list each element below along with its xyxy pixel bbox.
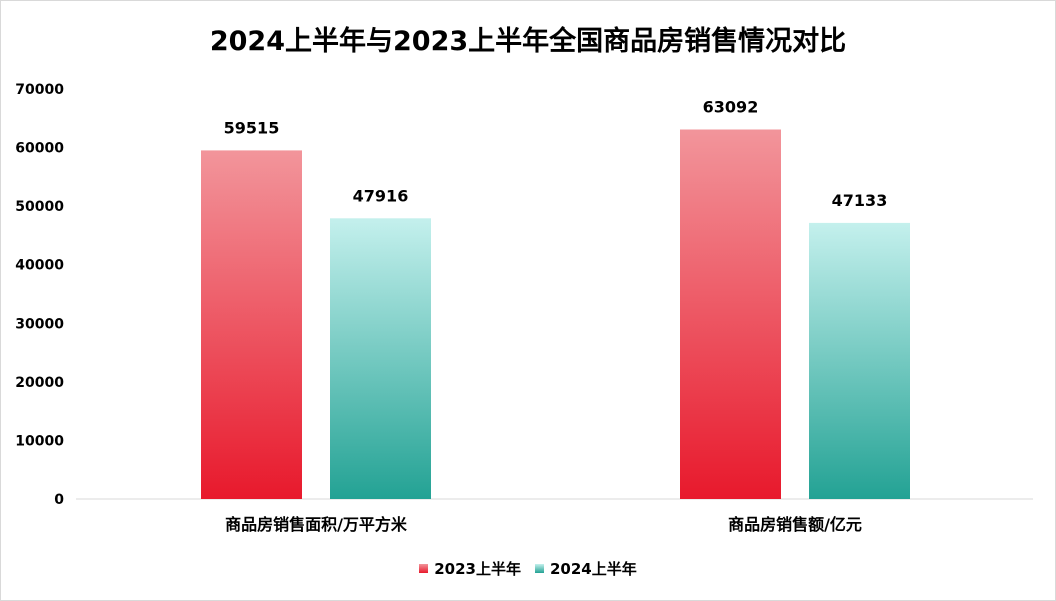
legend: 2023上半年 2024上半年 bbox=[1, 558, 1055, 579]
bar-value-label: 47133 bbox=[832, 191, 888, 210]
bar-value-label: 59515 bbox=[224, 118, 280, 137]
y-axis-ticks: 0 10000 20000 30000 40000 50000 60000 70000 bbox=[15, 82, 64, 508]
legend-label: 2023上半年 bbox=[434, 560, 521, 578]
y-tick-label: 20000 bbox=[15, 375, 64, 391]
bar bbox=[330, 218, 431, 500]
legend-item: 2023上半年 bbox=[419, 558, 521, 579]
y-tick-label: 60000 bbox=[15, 141, 64, 157]
chart-title: 2024上半年与2023上半年全国商品房销售情况对比 bbox=[209, 26, 847, 57]
bar bbox=[201, 150, 302, 499]
category-label: 商品房销售面积/万平方米 bbox=[225, 515, 408, 534]
data-labels-group: 59515 47916 63092 47133 bbox=[224, 98, 888, 210]
y-tick-label: 70000 bbox=[15, 82, 64, 98]
category-labels-group: 商品房销售面积/万平方米 商品房销售额/亿元 bbox=[225, 515, 862, 534]
y-tick-label: 50000 bbox=[15, 199, 64, 215]
legend-swatch bbox=[535, 564, 544, 573]
bar-value-label: 47916 bbox=[353, 186, 409, 205]
y-tick-label: 10000 bbox=[15, 433, 64, 449]
bar bbox=[809, 222, 910, 499]
category-label: 商品房销售额/亿元 bbox=[728, 515, 862, 534]
legend-swatch bbox=[419, 564, 429, 573]
bar bbox=[680, 129, 781, 499]
bars-group bbox=[201, 129, 910, 500]
y-tick-label: 40000 bbox=[15, 258, 64, 274]
bar-value-label: 63092 bbox=[703, 98, 759, 117]
legend-label: 2024上半年 bbox=[550, 560, 637, 578]
legend-item: 2024上半年 bbox=[535, 558, 637, 579]
y-tick-label: 0 bbox=[54, 492, 64, 508]
y-tick-label: 30000 bbox=[15, 316, 64, 332]
